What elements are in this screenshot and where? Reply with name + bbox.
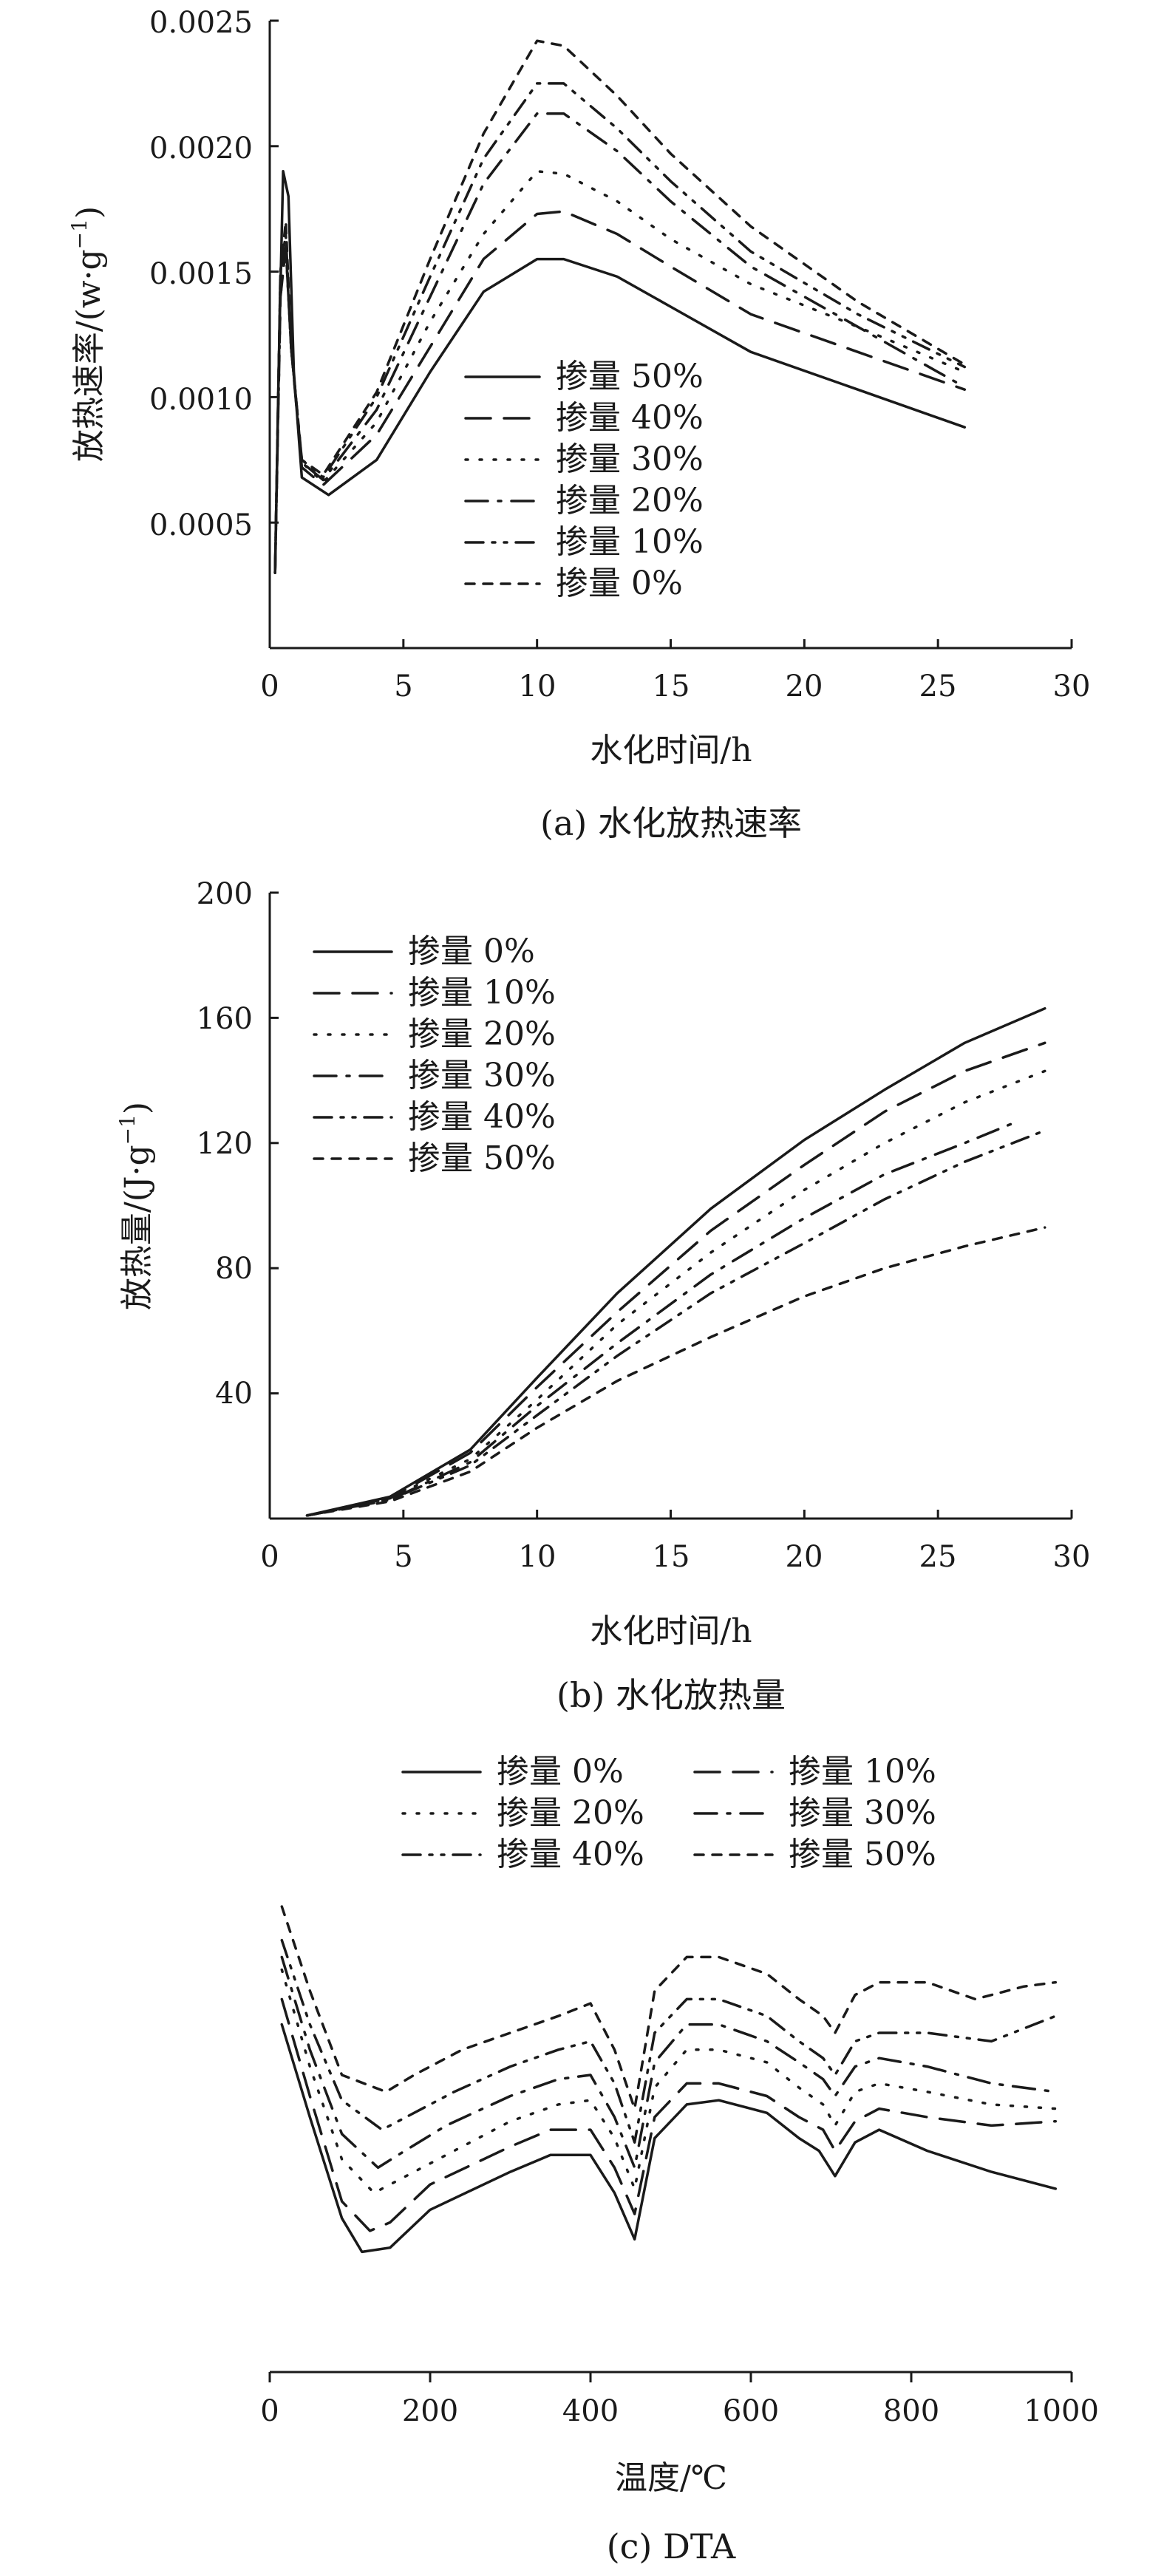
series-line-2 <box>273 210 967 574</box>
chart-a-series <box>273 39 967 574</box>
legend-label: 掺量 20% <box>408 1015 556 1053</box>
series-line-6 <box>280 1905 1058 2110</box>
chart-a-x-tick-label: 10 <box>519 669 557 703</box>
legend-label: 掺量 40% <box>497 1836 644 1873</box>
legend-label: 掺量 50% <box>408 1139 556 1177</box>
chart-a-x-tick-label: 20 <box>786 669 823 703</box>
legend-label: 掺量 0% <box>497 1753 624 1790</box>
chart-a-y-tick-label: 0.0015 <box>149 257 253 291</box>
series-line-3 <box>280 1968 1058 2195</box>
chart-a-x-tick-label: 0 <box>260 669 279 703</box>
chart-b-legend: 掺量 0% 掺量 10% 掺量 20% 掺量 30% 掺量 40% 掺量 50% <box>313 933 556 1177</box>
chart-a-y-tick-labels: 0.0005 0.0010 0.0015 0.0020 0.0025 <box>149 6 253 542</box>
chart-b-x-tick-label: 10 <box>519 1540 557 1574</box>
series-line-3 <box>305 1069 1046 1517</box>
chart-c-ticks <box>268 2372 1073 2382</box>
legend-label: 掺量 50% <box>789 1836 936 1873</box>
chart-c: 0 200 400 600 800 1000 温度/℃ (c) DTA 掺量 0… <box>260 1753 1099 2566</box>
chart-c-legend: 掺量 0% 掺量 10% 掺量 20% 掺量 30% 掺量 40% 掺量 50% <box>401 1753 936 1873</box>
legend-label: 掺量 20% <box>556 482 704 519</box>
chart-b-x-tick-label: 0 <box>260 1540 279 1574</box>
legend-label: 掺量 40% <box>556 399 704 437</box>
chart-b-y-axis-label-main: 放热量/(J·g <box>118 1145 156 1310</box>
series-line-1 <box>305 1006 1046 1517</box>
chart-a-x-tick-label: 30 <box>1053 669 1091 703</box>
chart-a-y-tick-label: 0.0025 <box>149 6 253 40</box>
chart-a-x-tick-label: 25 <box>919 669 957 703</box>
chart-a-x-axis-label: 水化时间/h <box>590 732 752 769</box>
chart-c-x-tick-label: 400 <box>562 2394 619 2428</box>
chart-b-y-axis-label: 放热量/(J·g−1) <box>115 1102 156 1310</box>
chart-a-x-tick-labels: 0 5 10 15 20 25 30 <box>260 669 1090 703</box>
legend-label: 掺量 30% <box>556 440 704 478</box>
chart-a-y-axis-label-main: 放热速率/(w·g <box>70 249 108 462</box>
chart-b-x-axis-label: 水化时间/h <box>590 1612 752 1650</box>
chart-b-y-tick-label: 200 <box>197 877 253 911</box>
chart-b-y-tick-labels: 40 80 120 160 200 <box>197 877 253 1411</box>
chart-b-x-tick-label: 30 <box>1053 1540 1091 1574</box>
series-line-2 <box>305 1041 1046 1517</box>
chart-a-y-axis-label-end: ) <box>70 206 108 219</box>
series-line-1 <box>273 170 967 574</box>
legend-label: 掺量 20% <box>497 1794 644 1832</box>
legend-label: 掺量 10% <box>556 523 704 561</box>
legend-label: 掺量 10% <box>408 974 556 1012</box>
legend-label: 掺量 50% <box>556 358 704 395</box>
chart-c-x-tick-label: 800 <box>883 2394 939 2428</box>
chart-b-x-tick-label: 5 <box>394 1540 412 1574</box>
chart-a-y-axis-label-sup: −1 <box>67 219 92 249</box>
chart-a-y-tick-label: 0.0005 <box>149 508 253 542</box>
series-line-5 <box>273 82 967 574</box>
chart-b-y-tick-label: 40 <box>215 1377 253 1411</box>
chart-b-y-axis-label-sup: −1 <box>115 1114 140 1145</box>
chart-b-series <box>305 1006 1046 1517</box>
chart-c-series <box>280 1905 1058 2254</box>
series-line-1 <box>280 2023 1058 2254</box>
chart-c-x-tick-label: 1000 <box>1024 2394 1099 2428</box>
chart-c-x-tick-label: 200 <box>402 2394 458 2428</box>
chart-b-ticks <box>268 891 1073 1519</box>
chart-c-caption: (c) DTA <box>607 2526 736 2566</box>
legend-label: 掺量 10% <box>789 1753 936 1790</box>
chart-a: 0 5 10 15 20 25 30 0.0005 0.0010 0.0015 … <box>67 6 1090 843</box>
chart-a-caption: (a) 水化放热速率 <box>540 803 802 843</box>
chart-b-x-tick-label: 25 <box>919 1540 957 1574</box>
chart-c-x-tick-label: 0 <box>260 2394 279 2428</box>
series-line-2 <box>280 1997 1058 2232</box>
legend-label: 掺量 0% <box>408 933 535 970</box>
chart-b-y-axis-label-end: ) <box>118 1102 156 1114</box>
chart-b-x-tick-label: 20 <box>786 1540 823 1574</box>
chart-c-x-axis-label: 温度/℃ <box>615 2459 727 2497</box>
chart-b-x-tick-labels: 0 5 10 15 20 25 30 <box>260 1540 1090 1574</box>
chart-b-caption: (b) 水化放热量 <box>557 1675 786 1715</box>
chart-a-x-tick-label: 15 <box>653 669 690 703</box>
chart-b-x-tick-label: 15 <box>653 1540 690 1574</box>
series-line-6 <box>305 1226 1046 1517</box>
chart-b-y-tick-label: 120 <box>197 1127 253 1161</box>
legend-label: 掺量 40% <box>408 1098 556 1136</box>
series-line-3 <box>273 170 967 574</box>
chart-a-x-tick-label: 5 <box>394 669 412 703</box>
chart-a-y-axis-label: 放热速率/(w·g−1) <box>67 206 108 462</box>
series-line-4 <box>305 1120 1020 1517</box>
series-line-4 <box>280 1955 1058 2170</box>
chart-b: 0 5 10 15 20 25 30 40 80 120 160 200 水化时… <box>115 877 1090 1715</box>
chart-a-legend: 掺量 50% 掺量 40% 掺量 30% 掺量 20% 掺量 10% 掺量 0% <box>464 358 704 602</box>
chart-c-x-tick-labels: 0 200 400 600 800 1000 <box>260 2394 1099 2428</box>
legend-label: 掺量 0% <box>556 565 683 602</box>
series-line-5 <box>305 1129 1046 1517</box>
legend-label: 掺量 30% <box>789 1794 936 1832</box>
chart-b-y-tick-label: 160 <box>197 1002 253 1036</box>
chart-a-y-tick-label: 0.0020 <box>149 132 253 166</box>
chart-b-y-tick-label: 80 <box>215 1252 253 1286</box>
legend-label: 掺量 30% <box>408 1057 556 1094</box>
chart-c-x-tick-label: 600 <box>723 2394 779 2428</box>
chart-a-y-tick-label: 0.0010 <box>149 383 253 417</box>
series-line-5 <box>280 1938 1058 2144</box>
series-line-6 <box>273 39 967 574</box>
chart-a-ticks <box>268 19 1073 648</box>
